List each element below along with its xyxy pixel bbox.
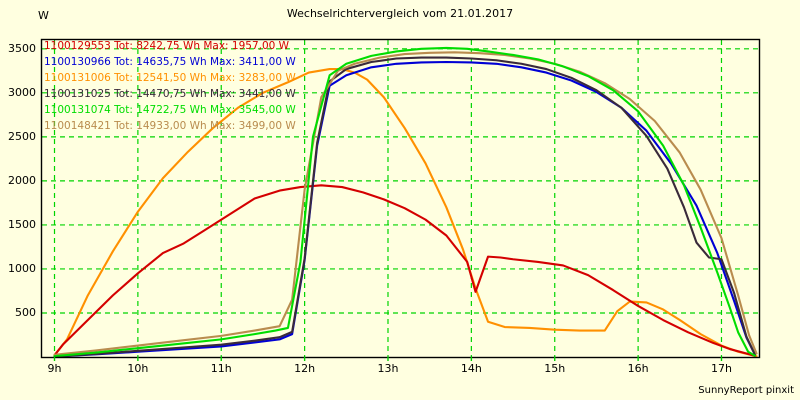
series-line-1100131074	[53, 46, 756, 358]
x-tick-label: 14h	[460, 362, 482, 375]
x-tick-label: 11h	[210, 362, 232, 375]
legend-item-1100129553: 1100129553 Tot: 8242,75 Wh Max: 1957,00 …	[44, 40, 290, 52]
y-axis-unit-label: W	[38, 9, 49, 22]
x-tick-label: 16h	[627, 362, 649, 375]
chart-title: Wechselrichtervergleich vom 21.01.2017	[286, 7, 514, 20]
y-tick-label: 2000	[8, 173, 36, 187]
y-tick-label: 1000	[8, 261, 36, 275]
x-tick-label: 12h	[294, 362, 316, 375]
legend-item-1100131074: 1100131074 Tot: 14722,75 Wh Max: 3545,00…	[44, 104, 296, 116]
series-line-1100131006	[53, 68, 758, 358]
legend-item-1100130966: 1100130966 Tot: 14635,75 Wh Max: 3411,00…	[44, 56, 296, 68]
y-tick-label: 2500	[8, 129, 36, 143]
y-tick-label: 1500	[8, 217, 36, 231]
x-tick-label: 15h	[544, 362, 566, 375]
series-lines	[53, 46, 758, 358]
y-tick-label: 500	[15, 305, 36, 319]
series-line-1100129553	[53, 184, 756, 357]
x-tick-label: 9h	[47, 362, 62, 375]
x-tick-label: 13h	[377, 362, 399, 375]
x-tick-label: 17h	[710, 362, 732, 375]
series-line-1100148421	[53, 51, 758, 356]
axis-frame	[40, 38, 761, 359]
footer-credit: SunnyReport pinxit	[698, 385, 794, 396]
x-tick-label: 10h	[127, 362, 149, 375]
series-line-1100131025	[53, 56, 756, 358]
legend-item-1100131025: 1100131025 Tot: 14470,75 Wh Max: 3441,00…	[44, 88, 296, 100]
axis-tick-marks	[53, 357, 723, 361]
y-tick-label: 3500	[8, 41, 36, 55]
legend-item-1100131006: 1100131006 Tot: 12541,50 Wh Max: 3283,00…	[44, 72, 296, 84]
legend-item-1100148421: 1100148421 Tot: 14933,00 Wh Max: 3499,00…	[44, 120, 296, 132]
y-tick-label: 3000	[8, 85, 36, 99]
